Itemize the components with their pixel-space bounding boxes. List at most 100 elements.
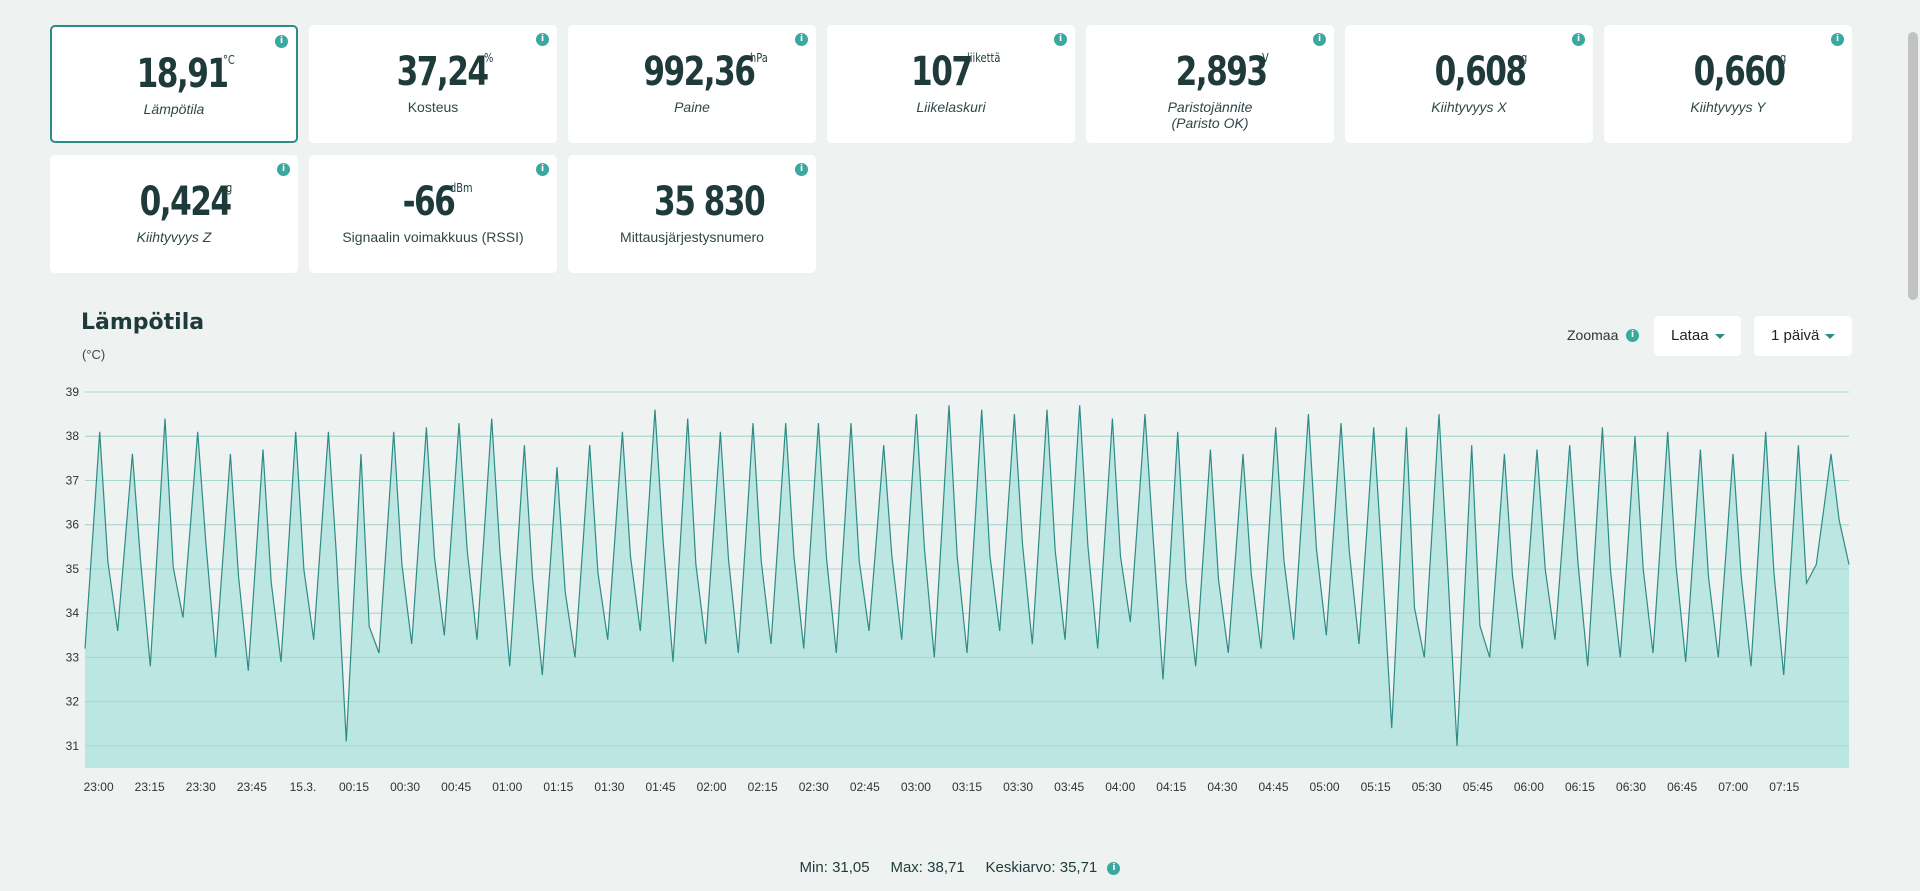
series-line bbox=[84, 405, 1850, 746]
x-tick-label: 23:00 bbox=[84, 780, 114, 794]
x-tick-label: 23:15 bbox=[135, 780, 165, 794]
tile-unit: dBm bbox=[450, 181, 473, 195]
tile-label-line: Paristojännite bbox=[1167, 99, 1253, 115]
x-tick-label: 15.3. bbox=[290, 780, 317, 794]
x-tick-label: 06:45 bbox=[1667, 780, 1697, 794]
tile-label: Kiihtyvyys Z bbox=[50, 229, 298, 245]
tile-label: Signaalin voimakkuus (RSSI) bbox=[309, 229, 557, 245]
x-tick-label: 03:15 bbox=[952, 780, 982, 794]
tile-value-row: 0,660g bbox=[1604, 49, 1852, 95]
tile-label: Liikelaskuri bbox=[827, 99, 1075, 115]
scrollbar-thumb[interactable] bbox=[1908, 32, 1918, 300]
y-tick-label: 34 bbox=[66, 606, 80, 620]
tile-value-row: 37,24% bbox=[309, 49, 557, 95]
chevron-down-icon bbox=[1714, 333, 1725, 339]
x-tick-label: 00:15 bbox=[339, 780, 369, 794]
tile-value-row: 35 830 bbox=[568, 179, 816, 225]
tile-label-line: Kiihtyvyys Z bbox=[136, 229, 212, 245]
x-tick-label: 03:30 bbox=[1003, 780, 1033, 794]
min-label: Min: bbox=[799, 859, 828, 876]
zoom-label: Zoomaa bbox=[1567, 327, 1619, 343]
x-tick-label: 02:00 bbox=[697, 780, 727, 794]
tile-value-row: 0,424g bbox=[50, 179, 298, 225]
tile-value: 37,24 bbox=[396, 49, 489, 95]
chevron-down-icon bbox=[1825, 333, 1836, 339]
info-icon[interactable]: i bbox=[536, 163, 549, 176]
x-tick-label: 05:00 bbox=[1310, 780, 1340, 794]
x-tick-label: 05:45 bbox=[1463, 780, 1493, 794]
min-value: 31,05 bbox=[832, 859, 870, 876]
info-icon[interactable]: i bbox=[277, 163, 290, 176]
y-tick-label: 31 bbox=[66, 739, 80, 753]
max-value: 38,71 bbox=[927, 859, 965, 876]
info-icon[interactable]: i bbox=[275, 35, 288, 48]
stats-info-icon[interactable]: i bbox=[1107, 861, 1121, 875]
sensor-tile[interactable]: i 0,608g Kiihtyvyys X bbox=[1345, 25, 1593, 143]
sensor-tile[interactable]: i -66dBm Signaalin voimakkuus (RSSI) bbox=[309, 155, 557, 273]
info-icon[interactable]: i bbox=[1831, 33, 1844, 46]
tile-value: 0,608 bbox=[1434, 49, 1527, 95]
x-tick-label: 03:00 bbox=[901, 780, 931, 794]
sensor-tile[interactable]: i 18,91°C Lämpötila bbox=[50, 25, 298, 143]
tile-label-line: Mittausjärjestysnumero bbox=[620, 229, 764, 245]
y-tick-label: 38 bbox=[66, 429, 80, 443]
tile-label-line-2: (Paristo OK) bbox=[1171, 115, 1249, 131]
sensor-tile[interactable]: i 2,893V Paristojännite (Paristo OK) bbox=[1086, 25, 1334, 143]
max-label: Max: bbox=[890, 859, 923, 876]
download-label: Lataa bbox=[1671, 327, 1709, 344]
sensor-tile[interactable]: i 37,24% Kosteus bbox=[309, 25, 557, 143]
range-dropdown[interactable]: 1 päivä bbox=[1754, 316, 1852, 356]
avg-value: 35,71 bbox=[1059, 859, 1098, 876]
tile-unit: hPa bbox=[750, 51, 769, 65]
info-icon[interactable]: i bbox=[1313, 33, 1326, 46]
chart-stats: Min: 31,05 Max: 38,71 Keskiarvo: 35,71 i bbox=[0, 859, 1920, 876]
tile-label-line: Signaalin voimakkuus (RSSI) bbox=[342, 229, 524, 245]
info-icon[interactable]: i bbox=[1054, 33, 1067, 46]
range-label: 1 päivä bbox=[1771, 327, 1820, 344]
info-icon[interactable]: i bbox=[795, 33, 808, 46]
tile-value-row: -66dBm bbox=[309, 179, 557, 225]
sensor-tile[interactable]: i 0,660g Kiihtyvyys Y bbox=[1604, 25, 1852, 143]
x-tick-label: 23:30 bbox=[186, 780, 216, 794]
tile-value: -66 bbox=[402, 179, 456, 225]
tile-label: Mittausjärjestysnumero bbox=[568, 229, 816, 245]
x-tick-label: 01:45 bbox=[645, 780, 675, 794]
avg-label: Keskiarvo: bbox=[985, 859, 1056, 876]
tile-unit: g bbox=[1521, 51, 1528, 65]
scrollbar[interactable] bbox=[1906, 0, 1920, 891]
tile-value-row: 2,893V bbox=[1086, 49, 1334, 95]
x-tick-label: 04:30 bbox=[1207, 780, 1237, 794]
x-tick-label: 06:15 bbox=[1565, 780, 1595, 794]
x-tick-label: 05:30 bbox=[1412, 780, 1442, 794]
sensor-tile[interactable]: i 107liikettä Liikelaskuri bbox=[827, 25, 1075, 143]
x-tick-label: 06:30 bbox=[1616, 780, 1646, 794]
tile-label: Lämpötila bbox=[52, 101, 296, 117]
sensor-tile[interactable]: i 35 830 Mittausjärjestysnumero bbox=[568, 155, 816, 273]
tile-label: Paristojännite (Paristo OK) bbox=[1086, 99, 1334, 131]
info-icon[interactable]: i bbox=[536, 33, 549, 46]
tile-value: 35 830 bbox=[654, 179, 766, 225]
y-tick-label: 39 bbox=[66, 385, 80, 399]
y-tick-label: 33 bbox=[66, 650, 80, 664]
info-icon[interactable]: i bbox=[1572, 33, 1585, 46]
x-tick-label: 07:15 bbox=[1769, 780, 1799, 794]
x-tick-label: 00:30 bbox=[390, 780, 420, 794]
tile-value-row: 18,91°C bbox=[52, 51, 296, 97]
chart-title: Lämpötila bbox=[81, 310, 205, 335]
tile-unit: liikettä bbox=[967, 51, 1001, 65]
x-tick-label: 02:45 bbox=[850, 780, 880, 794]
tile-unit: g bbox=[1780, 51, 1787, 65]
x-tick-label: 04:15 bbox=[1156, 780, 1186, 794]
sensor-tile[interactable]: i 0,424g Kiihtyvyys Z bbox=[50, 155, 298, 273]
tile-unit: °C bbox=[223, 53, 235, 67]
x-tick-label: 01:15 bbox=[543, 780, 573, 794]
sensor-tile[interactable]: i 992,36hPa Paine bbox=[568, 25, 816, 143]
x-tick-label: 05:15 bbox=[1361, 780, 1391, 794]
chart-unit: (°C) bbox=[82, 347, 106, 362]
tile-label-line: Kosteus bbox=[407, 99, 459, 115]
zoom-info-icon[interactable]: i bbox=[1626, 329, 1639, 342]
tile-value: 0,424 bbox=[139, 179, 232, 225]
info-icon[interactable]: i bbox=[795, 163, 808, 176]
download-dropdown[interactable]: Lataa bbox=[1654, 316, 1741, 356]
